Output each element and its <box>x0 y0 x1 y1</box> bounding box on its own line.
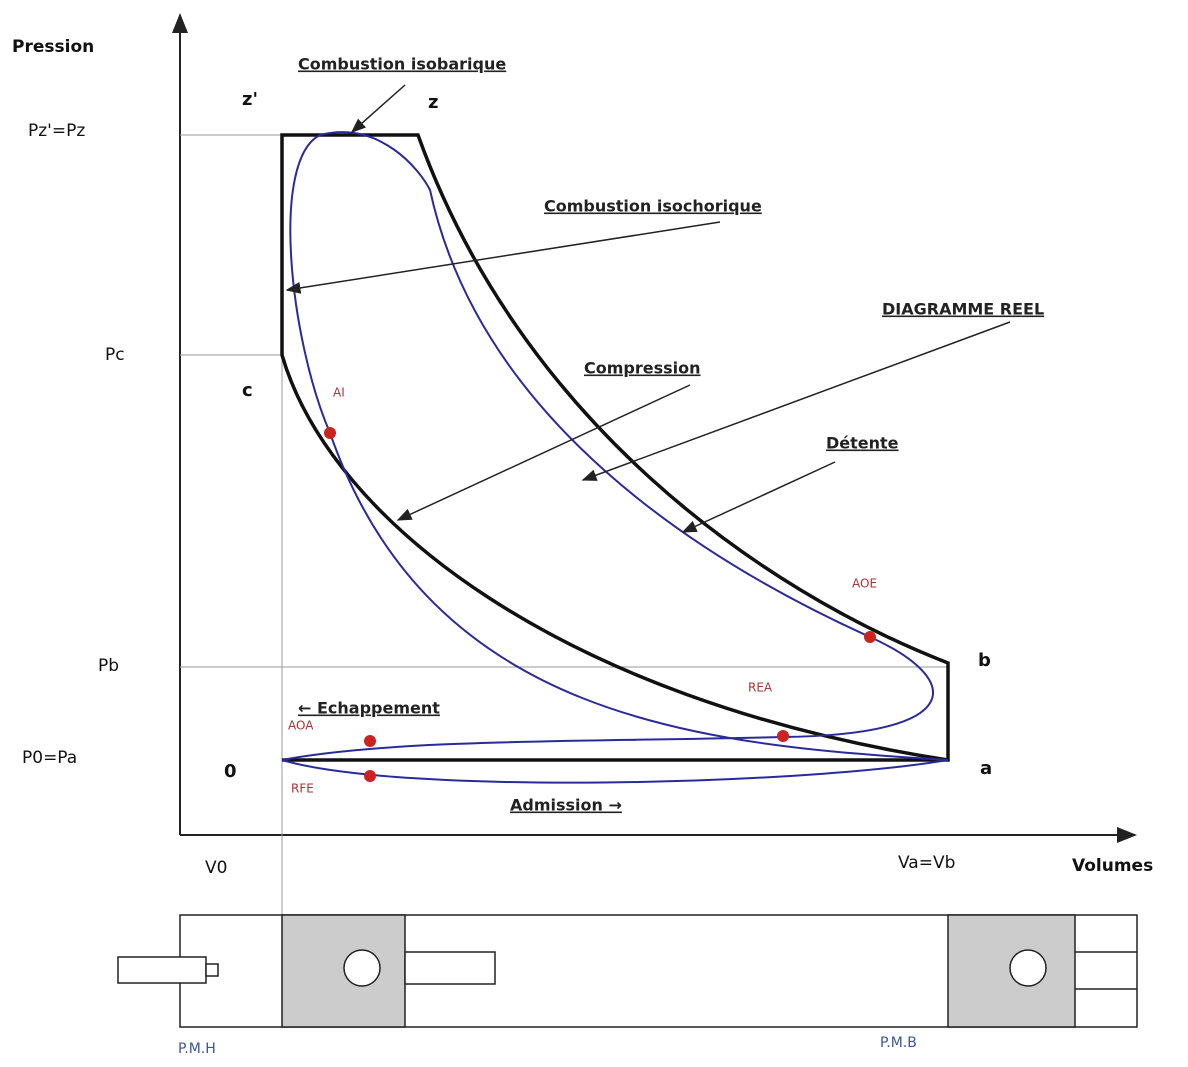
annotation: Admission → <box>510 796 622 815</box>
event-label: AOE <box>852 577 877 591</box>
point-label: b <box>978 650 991 671</box>
position-label: P.M.H <box>178 1041 216 1057</box>
x-tick: Va=Vb <box>898 853 955 873</box>
point-label: z <box>428 92 438 113</box>
cylinder <box>118 915 1137 1027</box>
annotation: DIAGRAMME REEL <box>882 300 1044 319</box>
point-label: z' <box>242 89 258 110</box>
point-label: 0 <box>224 761 237 782</box>
point-label: a <box>980 758 992 779</box>
y-tick: Pz'=Pz <box>28 121 85 141</box>
annotation: Détente <box>826 434 899 453</box>
event-label: REA <box>748 681 773 695</box>
y-tick: Pb <box>98 656 119 676</box>
real-cycle <box>282 132 948 782</box>
point-label: c <box>242 380 253 401</box>
annotation: Combustion isochorique <box>544 197 762 216</box>
annotation: ← Echappement <box>298 699 440 718</box>
x-tick: V0 <box>205 858 227 878</box>
annotation: Combustion isobarique <box>298 55 506 74</box>
position-label: P.M.B <box>880 1035 917 1051</box>
diagram: Pression Volumes Pz'=Pz Pc Pb P0=Pa V0 V… <box>0 0 1188 1063</box>
y-tick: Pc <box>105 345 125 365</box>
x-label: Volumes <box>1072 856 1153 876</box>
event-label: RFE <box>291 782 314 796</box>
annotation: Compression <box>584 359 701 378</box>
event-label: AOA <box>288 719 314 733</box>
event-label: AI <box>333 386 345 400</box>
y-tick: P0=Pa <box>22 748 77 768</box>
y-label: Pression <box>12 37 94 57</box>
